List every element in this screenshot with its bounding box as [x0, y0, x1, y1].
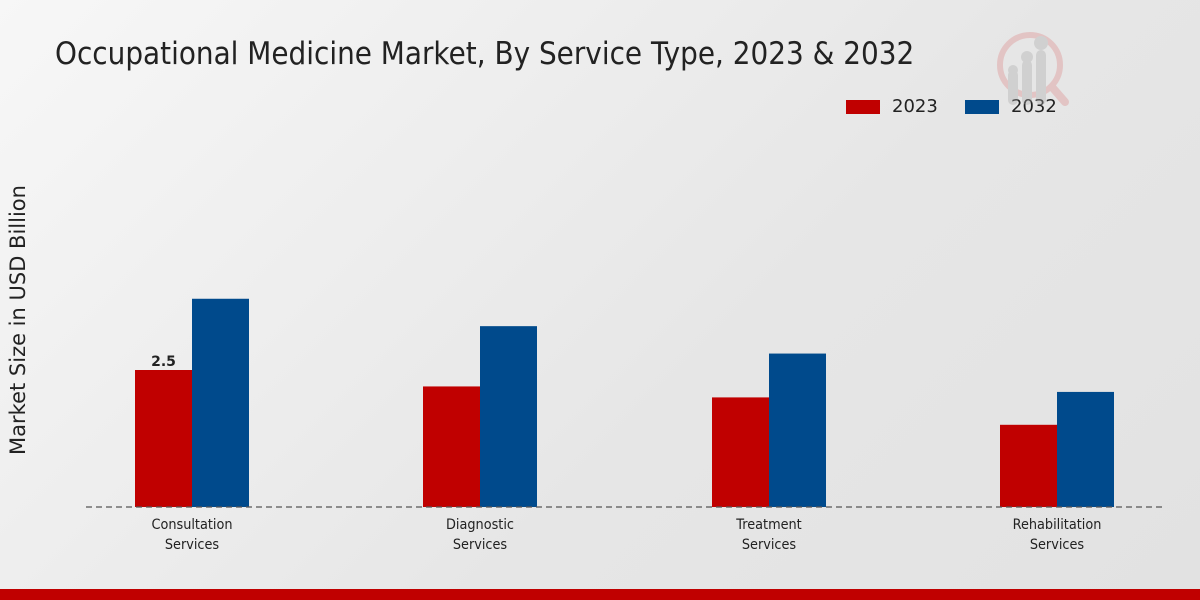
bar-2023-0: [135, 370, 192, 507]
data-label: 2.5: [151, 354, 176, 370]
chart-title: Occupational Medicine Market, By Service…: [55, 36, 915, 72]
legend-label-2032: 2032: [1011, 96, 1057, 117]
watermark-logo-icon: [997, 32, 1069, 106]
bar-2032-0: [192, 298, 249, 507]
bar-2023-2: [712, 397, 769, 507]
x-tick-label: Consultation: [151, 518, 232, 534]
x-tick-label: Services: [453, 538, 507, 554]
legend-item-2032: 2032: [965, 96, 1057, 117]
footer-bar: [0, 589, 1200, 600]
bar-2023-1: [423, 386, 480, 507]
legend-swatch-2032: [965, 99, 999, 114]
x-tick-label: Rehabilitation: [1013, 518, 1102, 534]
legend-item-2023: 2023: [846, 96, 938, 117]
bar-2032-1: [480, 326, 537, 507]
x-tick-label: Services: [1030, 538, 1084, 554]
legend-label-2023: 2023: [892, 96, 938, 117]
bar-2032-3: [1057, 391, 1114, 507]
legend-swatch-2023: [846, 99, 880, 114]
x-tick-label: Treatment: [735, 518, 801, 534]
x-tick-label: Diagnostic: [446, 518, 514, 534]
bar-2032-2: [769, 353, 826, 507]
bar-2023-3: [1000, 424, 1057, 507]
x-tick-label: Services: [742, 538, 796, 554]
x-tick-label: Services: [165, 538, 219, 554]
